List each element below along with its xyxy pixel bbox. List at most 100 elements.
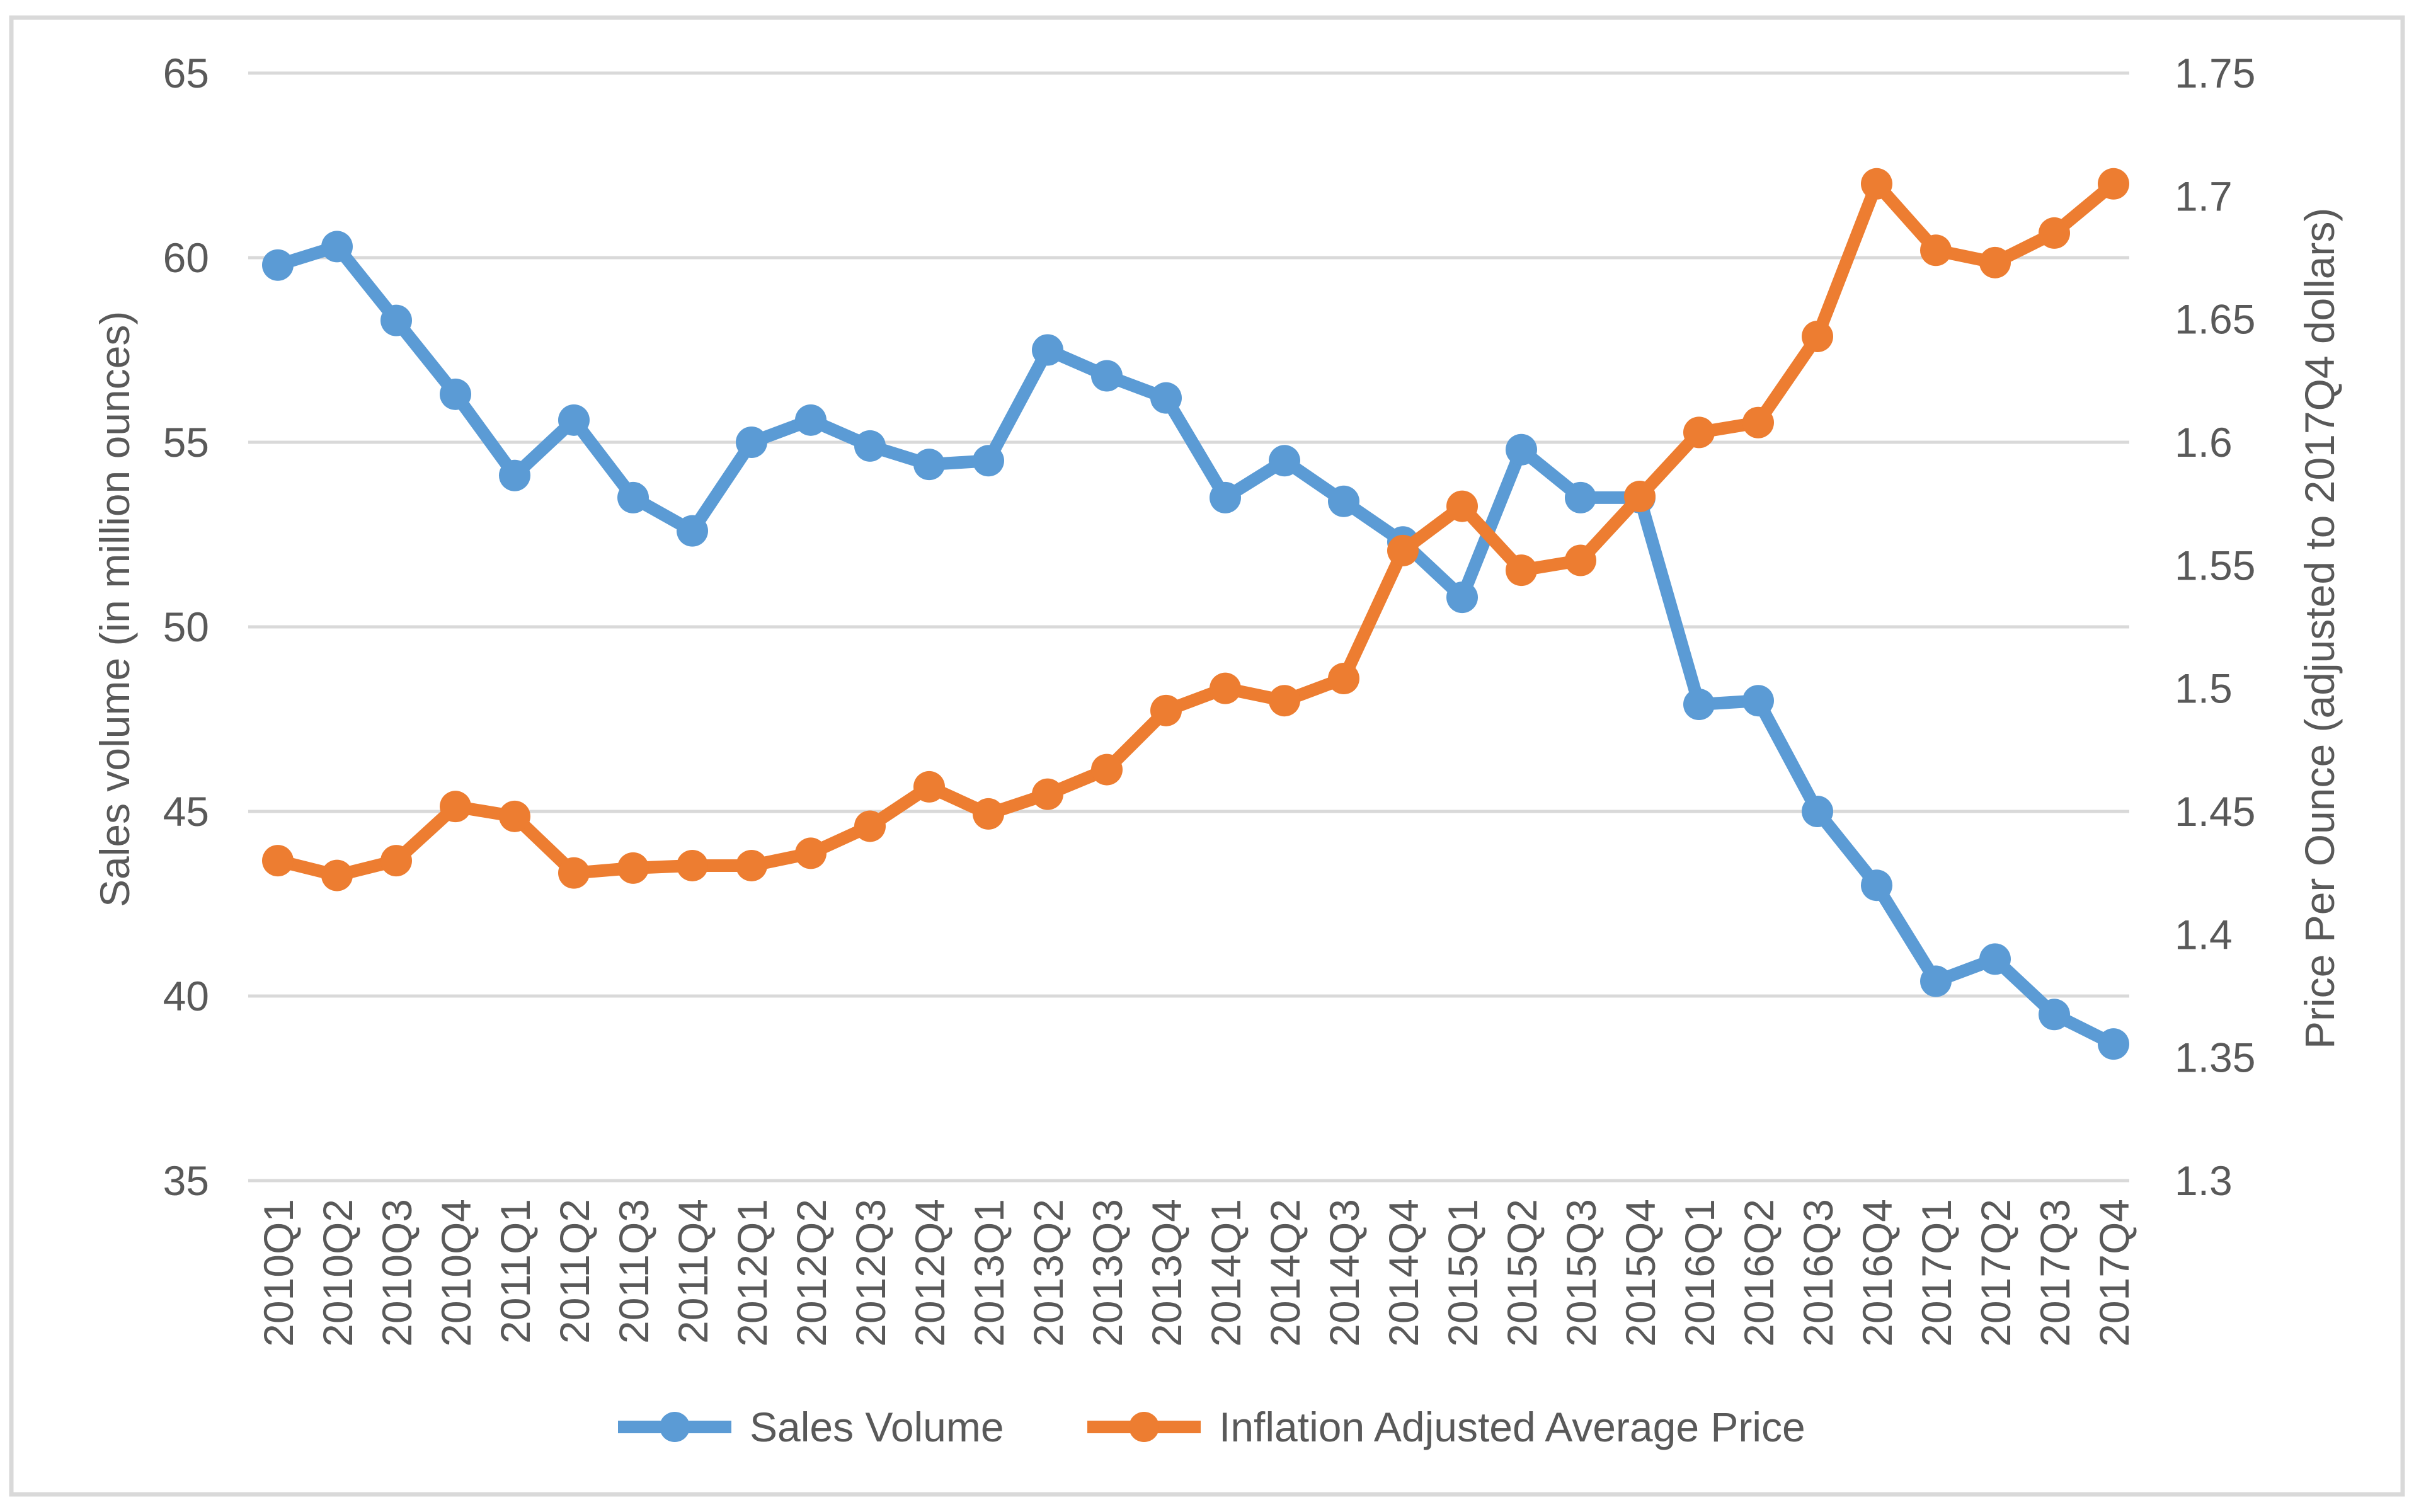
x-axis-label: 2016Q4 [1854, 1199, 1901, 1347]
chart-border [9, 15, 2405, 1497]
inflation-adjusted-average-price-data-point-marker [1565, 544, 1596, 576]
sales-volume-data-point-marker [380, 304, 412, 336]
inflation-adjusted-average-price-data-point-marker [617, 852, 649, 884]
sales-volume-data-point-marker [1920, 965, 1952, 997]
inflation-adjusted-average-price-data-point-marker [1210, 672, 1241, 704]
inflation-adjusted-average-price-data-point-marker [1802, 321, 1833, 353]
inflation-adjusted-average-price-data-point-marker [913, 770, 945, 803]
sales-volume-data-point-marker [1979, 943, 2011, 975]
x-axis-category-labels: 2010Q1 2010Q2 2010Q3 2010Q4 2011Q1 2011Q2 2011… [255, 1199, 2137, 1347]
inflation-adjusted-average-price-data-point-marker [262, 845, 294, 877]
sales-volume-data-point-marker [1210, 481, 1241, 513]
x-axis-label: 2017Q4 [2091, 1199, 2137, 1347]
x-axis-label: 2011Q1 [492, 1199, 539, 1344]
right-axis-tick-label: 1.4 [2175, 911, 2233, 958]
x-axis-label: 2014Q4 [1380, 1199, 1427, 1347]
right-axis-tick-label: 1.55 [2175, 542, 2255, 588]
sales-volume-data-point-marker [1861, 869, 1892, 902]
inflation-adjusted-average-price-data-point-marker [1269, 685, 1300, 717]
inflation-adjusted-average-price-data-point-marker [1387, 534, 1419, 566]
inflation-adjusted-average-price-data-point-marker [1506, 554, 1537, 587]
inflation-adjusted-average-price-series [262, 168, 2129, 891]
sales-volume-data-point-marker [2039, 999, 2070, 1031]
sales-volume-data-point-marker [913, 449, 945, 481]
x-axis-label: 2010Q1 [255, 1199, 302, 1347]
sales-volume-data-point-marker [677, 515, 708, 547]
right-axis-title: Price Per Ounce (adjusted to 2017Q4 doll… [2296, 208, 2343, 1049]
inflation-adjusted-average-price-data-point-marker [1742, 406, 1774, 438]
inflation-adjusted-average-price-data-point-marker [677, 849, 708, 881]
sales-volume-line [272, 240, 2120, 1051]
x-axis-label: 2011Q2 [551, 1199, 598, 1344]
left-axis-tick-label: 40 [163, 973, 209, 1019]
sales-volume-legend-marker-icon [660, 1412, 690, 1442]
price-legend-marker-icon [1129, 1412, 1159, 1442]
inflation-adjusted-average-price-line [272, 177, 2120, 882]
inflation-adjusted-average-price-data-point-marker [1624, 480, 1656, 512]
x-axis-label: 2017Q1 [1913, 1199, 1960, 1347]
x-axis-label: 2012Q2 [788, 1199, 835, 1347]
x-axis-label: 2016Q2 [1736, 1199, 1782, 1347]
inflation-adjusted-average-price-data-point-marker [736, 849, 767, 881]
left-axis-tick-label: 60 [163, 234, 209, 281]
inflation-adjusted-average-price-data-point-marker [499, 800, 530, 832]
inflation-adjusted-average-price-data-point-marker [1328, 663, 1359, 695]
plot-area [262, 168, 2129, 1060]
sales-volume-data-point-marker [795, 404, 827, 436]
inflation-adjusted-average-price-data-point-marker [2098, 168, 2129, 200]
inflation-adjusted-average-price-data-point-marker [1091, 753, 1123, 786]
x-axis-label: 2014Q2 [1262, 1199, 1308, 1347]
left-axis-tick-labels: 65 60 55 50 45 40 35 [163, 50, 209, 1204]
x-axis-label: 2015Q2 [1499, 1199, 1545, 1347]
left-axis-tick-label: 55 [163, 419, 209, 466]
right-axis-tick-label: 1.3 [2175, 1157, 2233, 1204]
inflation-adjusted-average-price-data-point-marker [973, 798, 1004, 830]
legend-label-inflation-adjusted-average-price: Inflation Adjusted Average Price [1219, 1404, 1805, 1450]
x-axis-label: 2014Q1 [1203, 1199, 1249, 1347]
right-axis-tick-label: 1.35 [2175, 1034, 2255, 1081]
inflation-adjusted-average-price-data-point-marker [1861, 168, 1892, 200]
right-axis-tick-label: 1.75 [2175, 50, 2255, 96]
x-axis-label: 2010Q4 [433, 1199, 479, 1347]
x-axis-label: 2017Q3 [2032, 1199, 2078, 1347]
sales-volume-data-point-marker [1328, 485, 1359, 517]
inflation-adjusted-average-price-data-point-marker [1032, 778, 1063, 810]
sales-volume-data-point-marker [558, 404, 590, 436]
left-axis-tick-label: 35 [163, 1157, 209, 1204]
sales-volume-data-point-marker [1506, 433, 1537, 466]
sales-volume-data-point-marker [1150, 382, 1182, 414]
x-axis-label: 2011Q4 [670, 1199, 716, 1344]
sales-volume-data-point-marker [1802, 796, 1833, 827]
inflation-adjusted-average-price-data-point-marker [854, 810, 886, 842]
x-axis-label: 2013Q3 [1084, 1199, 1131, 1347]
sales-volume-series [262, 231, 2129, 1060]
sales-volume-data-point-marker [1269, 445, 1300, 477]
x-axis-label: 2016Q1 [1676, 1199, 1723, 1347]
left-axis-title: Sales volume (in million ounces) [91, 311, 138, 907]
legend-item-inflation-adjusted-average-price: Inflation Adjusted Average Price [1087, 1404, 1805, 1450]
left-axis-tick-label: 65 [163, 50, 209, 96]
x-axis-label: 2010Q2 [314, 1199, 361, 1347]
sales-volume-data-point-marker [1565, 481, 1596, 513]
x-axis-label: 2010Q3 [374, 1199, 420, 1347]
x-axis-label: 2012Q3 [847, 1199, 894, 1347]
gridlines [248, 71, 2129, 1183]
sales-volume-data-point-marker [499, 459, 530, 491]
sales-volume-data-point-marker [736, 427, 767, 458]
sales-volume-data-point-marker [1032, 334, 1063, 366]
inflation-adjusted-average-price-data-point-marker [2039, 217, 2070, 249]
sales-volume-data-point-marker [617, 481, 649, 513]
right-axis-tick-label: 1.5 [2175, 665, 2233, 712]
inflation-adjusted-average-price-data-point-marker [1683, 416, 1715, 449]
x-axis-label: 2017Q2 [1972, 1199, 2019, 1347]
sales-volume-data-point-marker [321, 231, 353, 263]
legend-item-sales-volume: Sales Volume [618, 1404, 1004, 1450]
x-axis-label: 2013Q2 [1025, 1199, 1072, 1347]
sales-volume-data-point-marker [2098, 1028, 2129, 1060]
legend-label-sales-volume: Sales Volume [750, 1404, 1004, 1450]
right-axis-tick-label: 1.65 [2175, 296, 2255, 343]
x-axis-label: 2014Q3 [1321, 1199, 1368, 1347]
right-axis-tick-labels: 1.75 1.7 1.65 1.6 1.55 1.5 1.45 1.4 1.35 1.3 [2175, 50, 2255, 1204]
x-axis-label: 2015Q1 [1439, 1199, 1486, 1347]
